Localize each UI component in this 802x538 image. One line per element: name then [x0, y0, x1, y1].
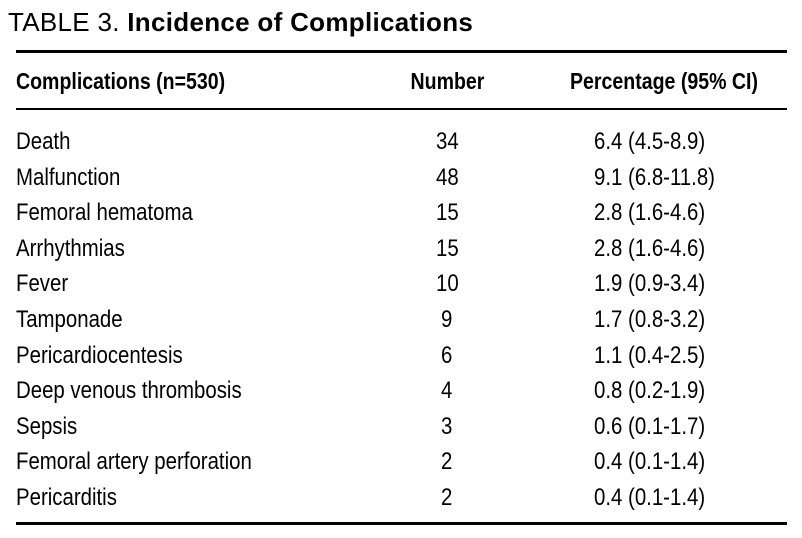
table-header-row: Complications (n=530) Number Percentage … — [16, 66, 787, 96]
top-rule — [16, 50, 787, 53]
number-cell: 15 — [435, 199, 459, 227]
complication-name-cell: Malfunction — [16, 163, 121, 191]
table-row: Tamponade 9 1.7 (0.8-3.2) — [16, 302, 787, 338]
number-cell: 6 — [441, 341, 453, 369]
table-row: Pericarditis 2 0.4 (0.1-1.4) — [16, 480, 787, 516]
complication-name-cell: Pericarditis — [16, 483, 117, 511]
number-cell: 2 — [441, 483, 453, 511]
table-row: Sepsis 3 0.6 (0.1-1.7) — [16, 409, 787, 445]
table-row: Fever 10 1.9 (0.9-3.4) — [16, 266, 787, 302]
column-header-percentage: Percentage (95% CI) — [570, 68, 758, 94]
percentage-cell: 0.6 (0.1-1.7) — [594, 412, 706, 440]
percentage-cell: 2.8 (1.6-4.6) — [594, 199, 706, 227]
number-cell: 2 — [441, 448, 453, 476]
percentage-cell: 0.8 (0.2-1.9) — [594, 377, 706, 405]
table-row: Malfunction 48 9.1 (6.8-11.8) — [16, 160, 787, 196]
header-rule — [16, 108, 787, 110]
table-title-text: Incidence of Complications — [127, 7, 474, 37]
complication-name-cell: Sepsis — [16, 412, 78, 440]
complication-name-cell: Femoral hematoma — [16, 199, 193, 227]
bottom-rule — [16, 522, 787, 525]
complication-name-cell: Deep venous thrombosis — [16, 377, 242, 405]
complication-name-cell: Arrhythmias — [16, 234, 125, 262]
table-number-label: TABLE 3. — [8, 7, 120, 37]
percentage-cell: 0.4 (0.1-1.4) — [594, 448, 706, 476]
percentage-cell: 6.4 (4.5-8.9) — [594, 128, 706, 155]
table-row: Pericardiocentesis 6 1.1 (0.4-2.5) — [16, 338, 787, 374]
number-cell: 34 — [435, 128, 459, 155]
percentage-cell: 1.1 (0.4-2.5) — [594, 341, 706, 369]
percentage-cell: 0.4 (0.1-1.4) — [594, 483, 706, 511]
number-cell: 4 — [441, 377, 453, 405]
column-header-number: Number — [410, 68, 484, 94]
table-row: Death 34 6.4 (4.5-8.9) — [16, 124, 787, 160]
number-cell: 3 — [441, 412, 453, 440]
percentage-cell: 9.1 (6.8-11.8) — [594, 163, 715, 191]
table-row: Arrhythmias 15 2.8 (1.6-4.6) — [16, 231, 787, 267]
percentage-cell: 1.9 (0.9-3.4) — [594, 270, 706, 298]
table-body: Death 34 6.4 (4.5-8.9) Malfunction 48 9.… — [16, 124, 787, 516]
table-row: Femoral artery perforation 2 0.4 (0.1-1.… — [16, 444, 787, 480]
complication-name-cell: Tamponade — [16, 305, 123, 333]
table-title: TABLE 3. Incidence of Complications — [8, 6, 473, 38]
percentage-cell: 1.7 (0.8-3.2) — [594, 305, 706, 333]
complication-name-cell: Death — [16, 128, 71, 155]
table-row: Femoral hematoma 15 2.8 (1.6-4.6) — [16, 195, 787, 231]
complication-name-cell: Pericardiocentesis — [16, 341, 183, 369]
table-row: Deep venous thrombosis 4 0.8 (0.2-1.9) — [16, 373, 787, 409]
number-cell: 10 — [435, 270, 459, 298]
complication-name-cell: Femoral artery perforation — [16, 448, 252, 476]
percentage-cell: 2.8 (1.6-4.6) — [594, 234, 706, 262]
column-header-complications: Complications (n=530) — [16, 68, 226, 94]
number-cell: 48 — [435, 163, 459, 191]
number-cell: 9 — [441, 305, 453, 333]
complication-name-cell: Fever — [16, 270, 69, 298]
number-cell: 15 — [435, 234, 459, 262]
